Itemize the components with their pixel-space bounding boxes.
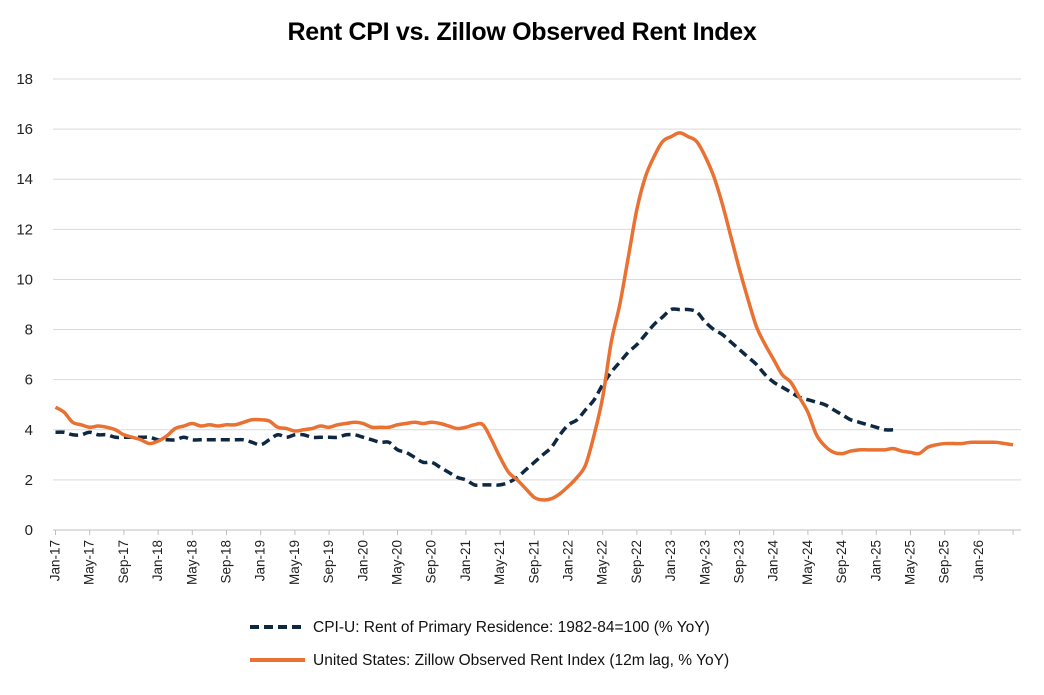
chart-title: Rent CPI vs. Zillow Observed Rent Index bbox=[287, 18, 757, 46]
x-tick-label: Sep-22 bbox=[629, 540, 644, 584]
x-tick-label: May-19 bbox=[287, 540, 302, 585]
x-tick-label: May-21 bbox=[492, 540, 507, 585]
x-tick-label: Jan-19 bbox=[253, 540, 268, 581]
x-tick-label: Jan-26 bbox=[971, 540, 986, 581]
x-tick-label: May-25 bbox=[903, 540, 918, 585]
y-tick-label: 2 bbox=[25, 472, 33, 489]
x-tick-label: May-23 bbox=[697, 540, 712, 585]
x-tick-label: Jan-22 bbox=[561, 540, 576, 581]
y-tick-label: 4 bbox=[25, 422, 33, 439]
series-layer bbox=[54, 131, 1014, 502]
series-line-cpi-rent bbox=[55, 307, 894, 488]
y-tick-label: 14 bbox=[16, 171, 33, 188]
x-tick-label: Sep-23 bbox=[732, 540, 747, 584]
x-tick-label: May-17 bbox=[82, 540, 97, 585]
x-tick-label: Jan-23 bbox=[663, 540, 678, 581]
y-tick-label: 0 bbox=[25, 522, 33, 539]
x-tick-label: Jan-25 bbox=[868, 540, 883, 581]
legend-label-zillow-rent: United States: Zillow Observed Rent Inde… bbox=[313, 652, 729, 669]
x-tick-label: May-22 bbox=[595, 540, 610, 585]
legend-label-cpi-rent: CPI-U: Rent of Primary Residence: 1982-8… bbox=[313, 619, 710, 636]
x-tick-label: May-18 bbox=[184, 540, 199, 585]
x-tick-label: May-20 bbox=[390, 540, 405, 585]
x-tick-label: Jan-18 bbox=[150, 540, 165, 581]
y-tick-label: 16 bbox=[16, 121, 33, 138]
x-tick-label: Sep-17 bbox=[116, 540, 131, 584]
x-tick-label: Sep-19 bbox=[321, 540, 336, 584]
x-tick-label: Sep-25 bbox=[937, 540, 952, 584]
x-tick-label: Jan-20 bbox=[355, 540, 370, 581]
grid-layer bbox=[53, 78, 1021, 481]
axis-layer: 0 2 4 6 8 10 12 14 16 18 Jan-17 May-17 Sep-17 Jan-18 M… bbox=[16, 71, 1021, 585]
x-tick-label: Jan-24 bbox=[766, 540, 781, 582]
x-tick-label: Jan-17 bbox=[48, 540, 63, 581]
y-tick-label: 12 bbox=[16, 221, 33, 238]
y-tick-label: 6 bbox=[25, 372, 33, 389]
x-tick-label: Sep-24 bbox=[834, 540, 849, 584]
y-tick-label: 8 bbox=[25, 322, 33, 339]
x-tick-label: Sep-20 bbox=[424, 540, 439, 584]
series-line-zillow-rent bbox=[54, 131, 1014, 502]
x-tick-label: Sep-18 bbox=[219, 540, 234, 584]
y-tick-label: 10 bbox=[16, 271, 33, 288]
x-tick-label: May-24 bbox=[800, 540, 815, 586]
legend: CPI-U: Rent of Primary Residence: 1982-8… bbox=[250, 619, 729, 669]
x-tick-label: Sep-21 bbox=[526, 540, 541, 584]
y-tick-label: 18 bbox=[16, 71, 33, 88]
x-tick-label: Jan-21 bbox=[458, 540, 473, 581]
